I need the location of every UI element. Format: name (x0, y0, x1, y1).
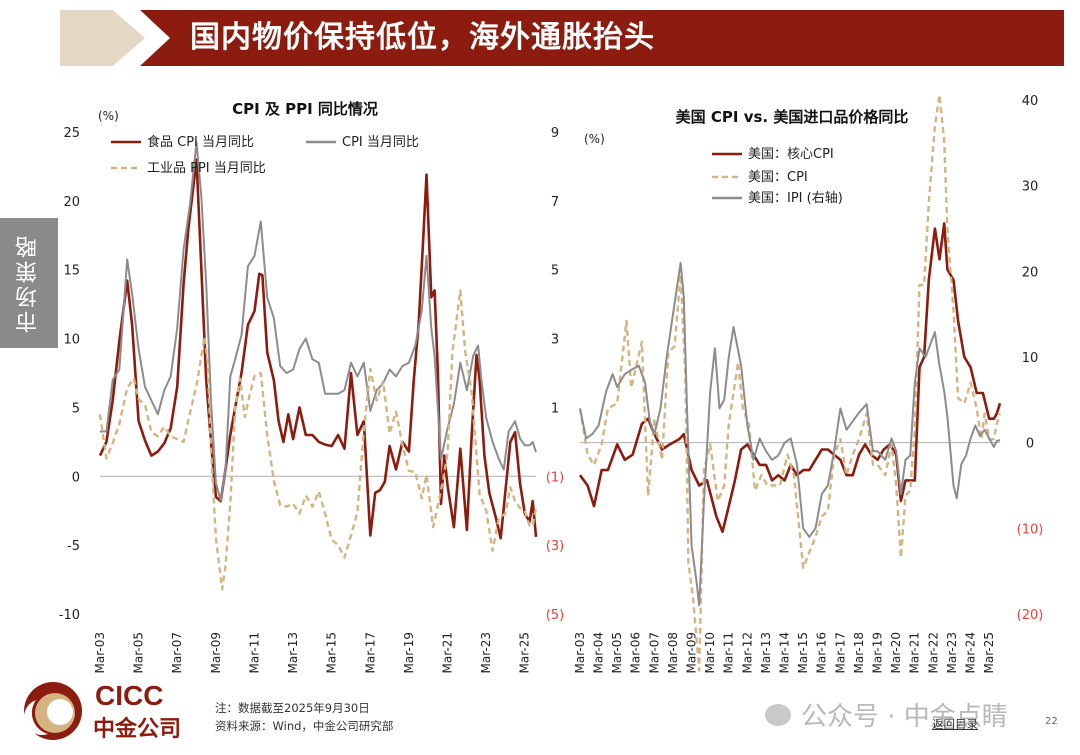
chart-cn-cpi-ppi: CPI 及 PPI 同比情况 (%) 25 20 15 10 5 0 -5 -10 9 7 5 3 1 (1)… (59, 100, 564, 673)
x-tick-label: Mar-19 (402, 632, 416, 673)
series-line-1 (578, 222, 1002, 534)
y-tick-label-right: 1 (551, 401, 559, 416)
series-line-2 (100, 141, 537, 502)
side-tab-market-strategy[interactable]: 市场策略 (0, 218, 58, 348)
watermark: 公众号 · 中金点睛 (765, 696, 1008, 733)
y-tick-label-right: 9 (551, 126, 559, 141)
y-tick-label-left: 0 (72, 470, 80, 485)
chart-us-cpi-ipi: 美国 CPI vs. 美国进口品价格同比 (%) 40 30 20 10 0 (10) (20)… (573, 93, 1044, 673)
y-tick-label-right: (1) (546, 470, 564, 485)
logo-chinese: 中金公司 (93, 717, 182, 742)
y-tick-label-right: 3 (551, 333, 559, 348)
x-tick-label: Mar-07 (170, 632, 184, 673)
x-tick-label: Mar-14 (778, 632, 792, 673)
page-title: 国内物价保持低位，海外通胀抬头 (190, 20, 655, 55)
x-tick-label: Mar-13 (286, 632, 300, 673)
legend-label: 美国：IPI (右轴) (748, 191, 843, 206)
x-tick-label: Mar-11 (247, 632, 261, 673)
header-bar (140, 10, 1064, 66)
x-tick-label: Mar-09 (209, 632, 223, 673)
y-tick-label-left: 15 (63, 264, 80, 279)
x-tick-label: Mar-05 (132, 632, 146, 673)
x-tick-label: Mar-08 (666, 632, 680, 673)
y-tick-label-left: -10 (59, 608, 80, 623)
x-tick-label: Mar-11 (722, 632, 736, 673)
y-tick-label-right: (20) (1017, 608, 1044, 623)
wechat-icon (765, 703, 791, 726)
x-tick-label: Mar-24 (964, 632, 978, 673)
series-line-2 (578, 93, 1002, 672)
chart-title: CPI 及 PPI 同比情况 (232, 100, 378, 118)
legend-label: 美国：核心CPI (748, 147, 834, 162)
x-tick-label: Mar-12 (740, 632, 754, 673)
y-tick-label-left: 10 (63, 333, 80, 348)
x-tick-label: Mar-10 (703, 632, 717, 673)
x-tick-label: Mar-05 (610, 632, 624, 673)
legend-label: CPI 当月同比 (342, 135, 419, 150)
x-tick-label: Mar-13 (759, 632, 773, 673)
x-tick-label: Mar-03 (573, 632, 587, 673)
watermark-text: 公众号 · 中金点睛 (801, 702, 1008, 732)
x-tick-label: Mar-25 (518, 632, 532, 673)
series-line-3 (579, 261, 1001, 607)
y-tick-label-right: 10 (1022, 351, 1039, 366)
legend-label: 食品 CPI 当月同比 (147, 134, 254, 150)
axis-unit-label: (%) (98, 109, 119, 123)
x-tick-label: Mar-21 (908, 632, 922, 673)
x-tick-label: Mar-15 (796, 632, 810, 673)
side-tab-label: 市场策略 (16, 233, 41, 333)
x-tick-label: Mar-17 (363, 632, 377, 673)
y-tick-label-right: 30 (1022, 180, 1039, 195)
y-tick-label-left: 5 (72, 401, 80, 416)
y-tick-label-left: 25 (63, 126, 80, 141)
footnote: 注：数据截至2025年9月30日 (215, 701, 370, 715)
page-number: 22 (1045, 716, 1058, 727)
legend-label: 工业品 PPI 当月同比 (147, 161, 266, 176)
header-decoration (60, 10, 145, 66)
x-tick-label: Mar-21 (440, 632, 454, 673)
x-tick-label: Mar-23 (479, 632, 493, 673)
y-tick-label-left: -5 (67, 539, 80, 554)
x-tick-label: Mar-22 (926, 632, 940, 673)
x-tick-label: Mar-06 (629, 632, 643, 673)
x-tick-label: Mar-16 (815, 632, 829, 673)
y-tick-label-right: 0 (1026, 437, 1034, 452)
x-tick-label: Mar-07 (647, 632, 661, 673)
x-tick-label: Mar-15 (325, 632, 339, 673)
y-tick-label-left: 20 (63, 195, 80, 210)
x-tick-label: Mar-20 (889, 632, 903, 673)
x-tick-label: Mar-18 (852, 632, 866, 673)
x-tick-label: Mar-04 (592, 632, 606, 673)
y-tick-label-right: (5) (546, 608, 564, 623)
cicc-logo-icon (23, 682, 82, 740)
y-tick-label-right: 5 (551, 264, 559, 279)
x-tick-label: Mar-09 (685, 632, 699, 673)
back-to-contents-link[interactable]: 返回目录 (932, 717, 978, 731)
series-line-1 (98, 158, 538, 540)
x-tick-label: Mar-19 (871, 632, 885, 673)
y-tick-label-right: 20 (1022, 265, 1039, 280)
logo-english: CICC (95, 680, 164, 711)
x-tick-label: Mar-23 (945, 632, 959, 673)
legend-label: 美国：CPI (748, 170, 808, 185)
x-tick-label: Mar-17 (833, 632, 847, 673)
y-tick-label-right: (3) (546, 539, 564, 554)
y-tick-label-right: 7 (551, 195, 559, 210)
x-tick-label: Mar-03 (93, 632, 107, 673)
source-note: 资料来源：Wind，中金公司研究部 (215, 719, 394, 733)
x-tick-label: Mar-25 (982, 632, 996, 673)
y-tick-label-right: 40 (1022, 94, 1039, 109)
chart-title: 美国 CPI vs. 美国进口品价格同比 (676, 108, 909, 126)
y-tick-label-right: (10) (1017, 522, 1044, 537)
axis-unit-label: (%) (584, 132, 605, 146)
